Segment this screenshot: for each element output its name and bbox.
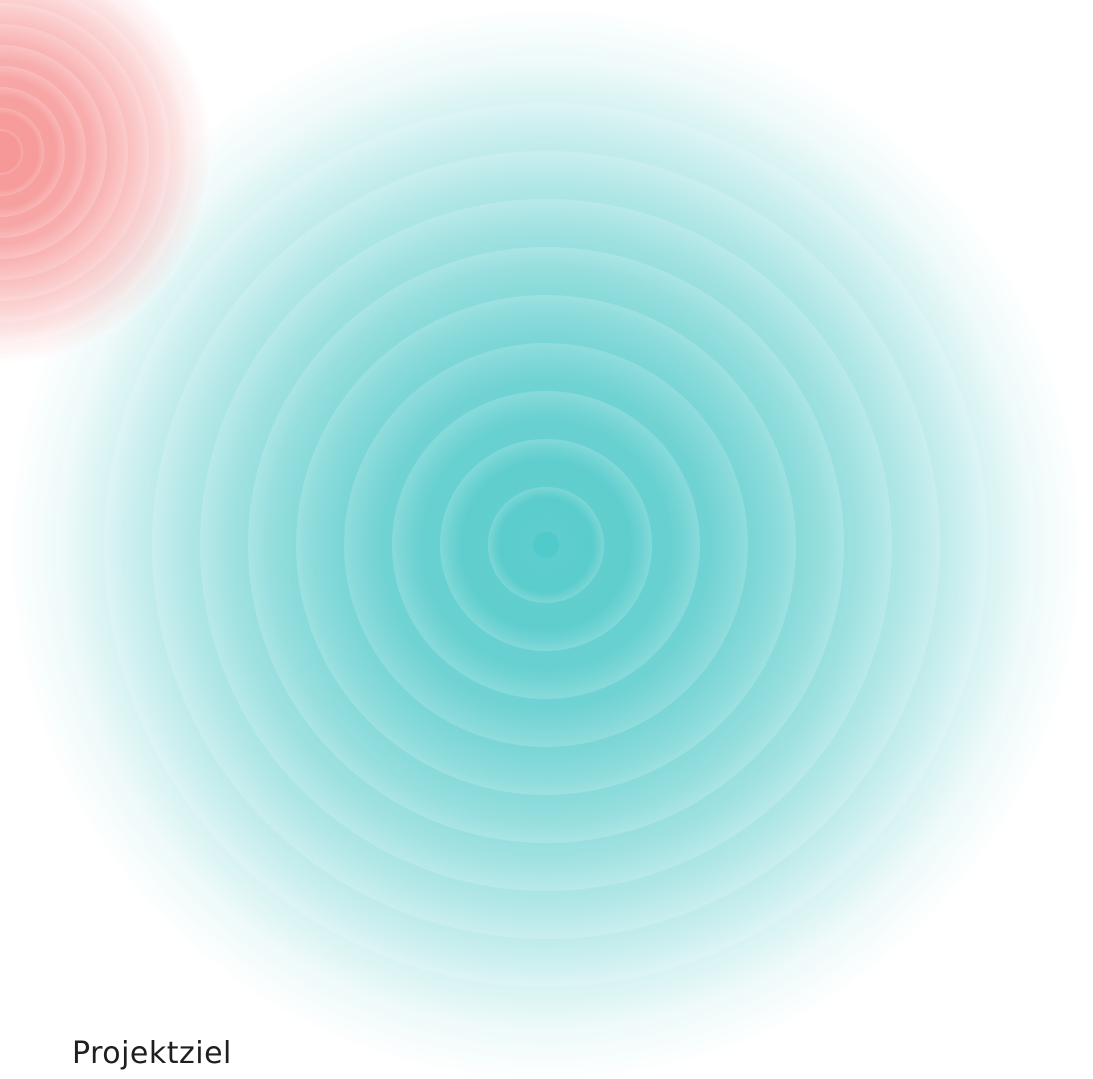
ripple-graphic bbox=[0, 0, 1093, 1079]
page-body: Projektziel (() => { const data = JSON.p… bbox=[0, 0, 1093, 1079]
teal-dot bbox=[533, 532, 559, 558]
section-label: Projektziel bbox=[72, 1036, 232, 1071]
page: Page {"label": "Projektziel"} html, body… bbox=[0, 0, 1093, 1079]
